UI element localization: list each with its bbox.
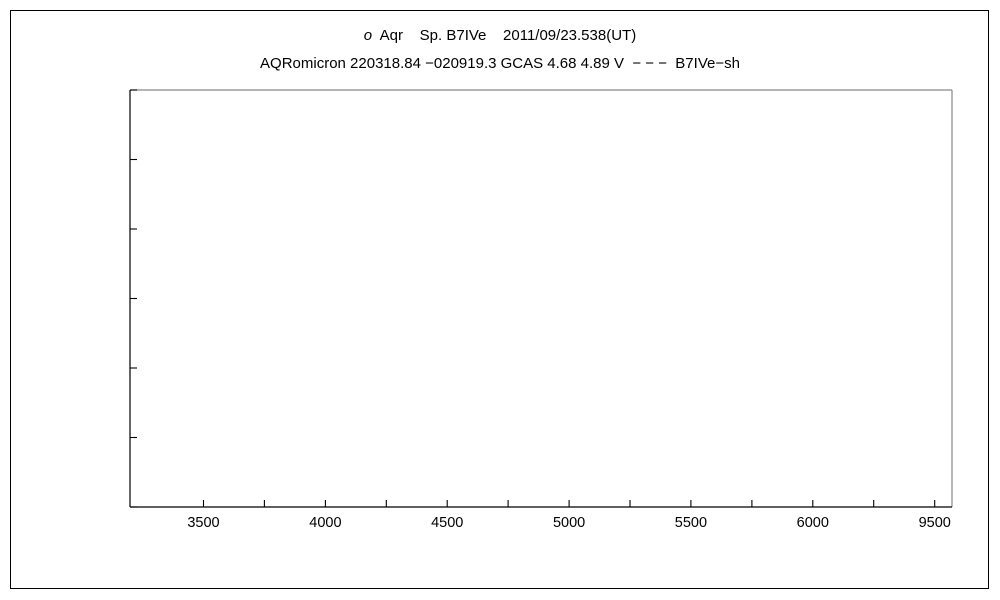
svg-text:9500: 9500 — [919, 515, 951, 531]
svg-text:4500: 4500 — [431, 515, 463, 531]
svg-text:3500: 3500 — [187, 515, 219, 531]
svg-text:5500: 5500 — [675, 515, 707, 531]
svg-text:5000: 5000 — [553, 515, 585, 531]
svg-text:4000: 4000 — [309, 515, 341, 531]
svg-text:6000: 6000 — [797, 515, 829, 531]
